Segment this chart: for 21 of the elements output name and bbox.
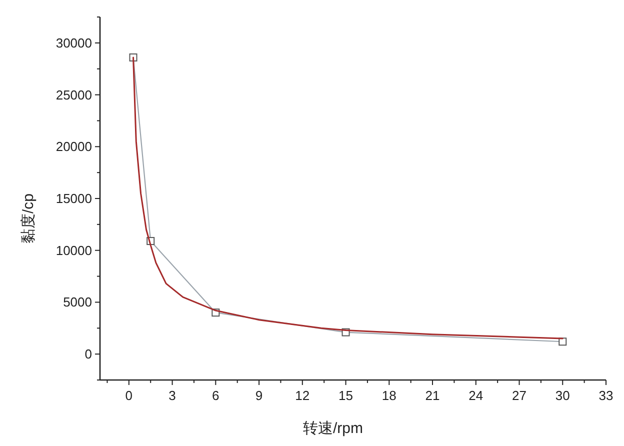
y-tick-label: 10000	[56, 242, 92, 258]
x-tick-label: 21	[425, 388, 440, 403]
y-axis-title: 黏度/cp	[20, 193, 37, 244]
x-tick-label: 0	[125, 388, 133, 403]
x-tick-label: 18	[382, 388, 396, 403]
x-tick-label: 33	[598, 388, 614, 403]
x-tick-label: 3	[168, 388, 176, 403]
y-tick-label: 25000	[56, 87, 92, 102]
y-tick-label: 20000	[56, 139, 92, 154]
y-tick-label: 30000	[56, 35, 92, 50]
x-tick-label: 30	[555, 388, 570, 403]
x-tick-label: 24	[468, 388, 484, 403]
x-tick-label: 27	[512, 388, 526, 403]
y-tick-label: 0	[84, 346, 92, 362]
y-tick-label: 15000	[56, 191, 92, 206]
x-tick-label: 6	[212, 388, 220, 403]
x-axis-title: 转速/rpm	[303, 420, 363, 437]
x-tick-label: 15	[338, 388, 354, 403]
x-tick-label: 12	[295, 388, 310, 403]
x-tick-label: 9	[255, 388, 263, 403]
y-tick-label: 5000	[63, 294, 92, 310]
